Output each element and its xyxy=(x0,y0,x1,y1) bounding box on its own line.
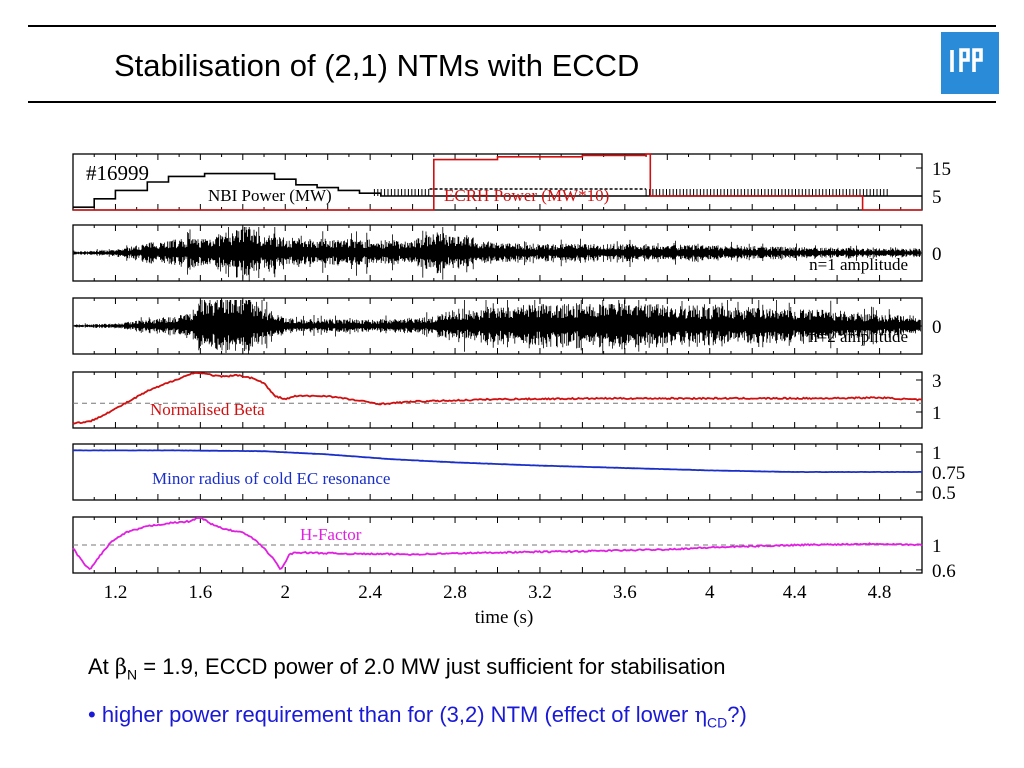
beta-symbol: β xyxy=(114,655,128,679)
series-line-hfactor xyxy=(72,517,923,570)
eta-symbol: η xyxy=(694,703,708,727)
caption1-suffix: = 1.9, ECCD power of 2.0 MW just suffici… xyxy=(137,654,726,679)
series-signal-n2 xyxy=(73,300,921,354)
caption2-suffix: ?) xyxy=(727,702,747,727)
panel-label-n1: n=1 amplitude xyxy=(809,255,908,274)
series-line-minor_radius xyxy=(73,449,923,474)
x-tick-label: 1.6 xyxy=(188,582,212,603)
eta-subscript: CD xyxy=(707,714,728,731)
x-tick-label: 3.2 xyxy=(528,582,552,603)
shot-label: #16999 xyxy=(86,161,149,185)
caption2-prefix: • higher power requirement than for (3,2… xyxy=(88,702,695,727)
series-signal-n1 xyxy=(73,227,921,282)
slide-title: Stabilisation of (2,1) NTMs with ECCD xyxy=(114,48,640,83)
series-line-ecrh-power-mw-10- xyxy=(73,153,922,211)
x-tick-label: 4 xyxy=(705,582,715,603)
x-tick-label: 2.8 xyxy=(443,582,467,603)
panel-label-n2: n=2 amplitude xyxy=(809,327,908,346)
beta-subscript: N xyxy=(127,666,138,683)
title-rule xyxy=(28,101,996,103)
y-tick-label-beta: 3 xyxy=(932,371,942,392)
series-label-nbi-power-mw-: NBI Power (MW) xyxy=(208,186,332,205)
caption1-prefix: At xyxy=(88,654,115,679)
x-tick-label: 4.4 xyxy=(783,582,807,603)
panel-label-hfactor: H-Factor xyxy=(300,525,362,544)
ipp-logo xyxy=(941,32,999,94)
top-rule xyxy=(28,25,996,27)
panel-label-minor_radius: Minor radius of cold EC resonance xyxy=(152,469,390,488)
y-tick-label-minor_radius: 0.5 xyxy=(932,483,956,504)
series-label-ecrh-power-mw-10-: ECRH Power (MW*10) xyxy=(444,186,609,205)
x-tick-label: 1.2 xyxy=(104,582,128,603)
y-tick-label-power: 5 xyxy=(932,187,942,208)
y-tick-label-n2: 0 xyxy=(932,317,942,338)
y-tick-label-beta: 1 xyxy=(932,403,942,424)
panel-label-beta: Normalised Beta xyxy=(150,400,265,419)
x-tick-label: 4.8 xyxy=(868,582,892,603)
nbi-modulation xyxy=(373,189,888,196)
y-tick-label-hfactor: 0.6 xyxy=(932,561,956,582)
x-tick-label: 3.6 xyxy=(613,582,637,603)
y-tick-label-power: 15 xyxy=(932,159,951,180)
series-line-nbi-power-mw- xyxy=(73,172,922,208)
y-tick-label-n1: 0 xyxy=(932,244,942,265)
ipp-logo-mark xyxy=(950,48,983,72)
y-tick-label-minor_radius: 0.75 xyxy=(932,463,965,484)
y-tick-label-minor_radius: 1 xyxy=(932,443,942,464)
x-tick-label: 2.4 xyxy=(358,582,382,603)
chart: 15 5 NBI Power (MW) ECRH Power (MW*10) 0 n=1 … xyxy=(72,153,965,628)
x-axis-label: time (s) xyxy=(475,607,534,628)
series-line-beta xyxy=(72,372,923,425)
x-tick-label: 2 xyxy=(281,582,291,603)
caption-beta-line: At βN = 1.9, ECCD power of 2.0 MW just s… xyxy=(88,654,726,682)
caption-bullet-line: • higher power requirement than for (3,2… xyxy=(88,702,747,730)
y-tick-label-hfactor: 1 xyxy=(932,536,942,557)
